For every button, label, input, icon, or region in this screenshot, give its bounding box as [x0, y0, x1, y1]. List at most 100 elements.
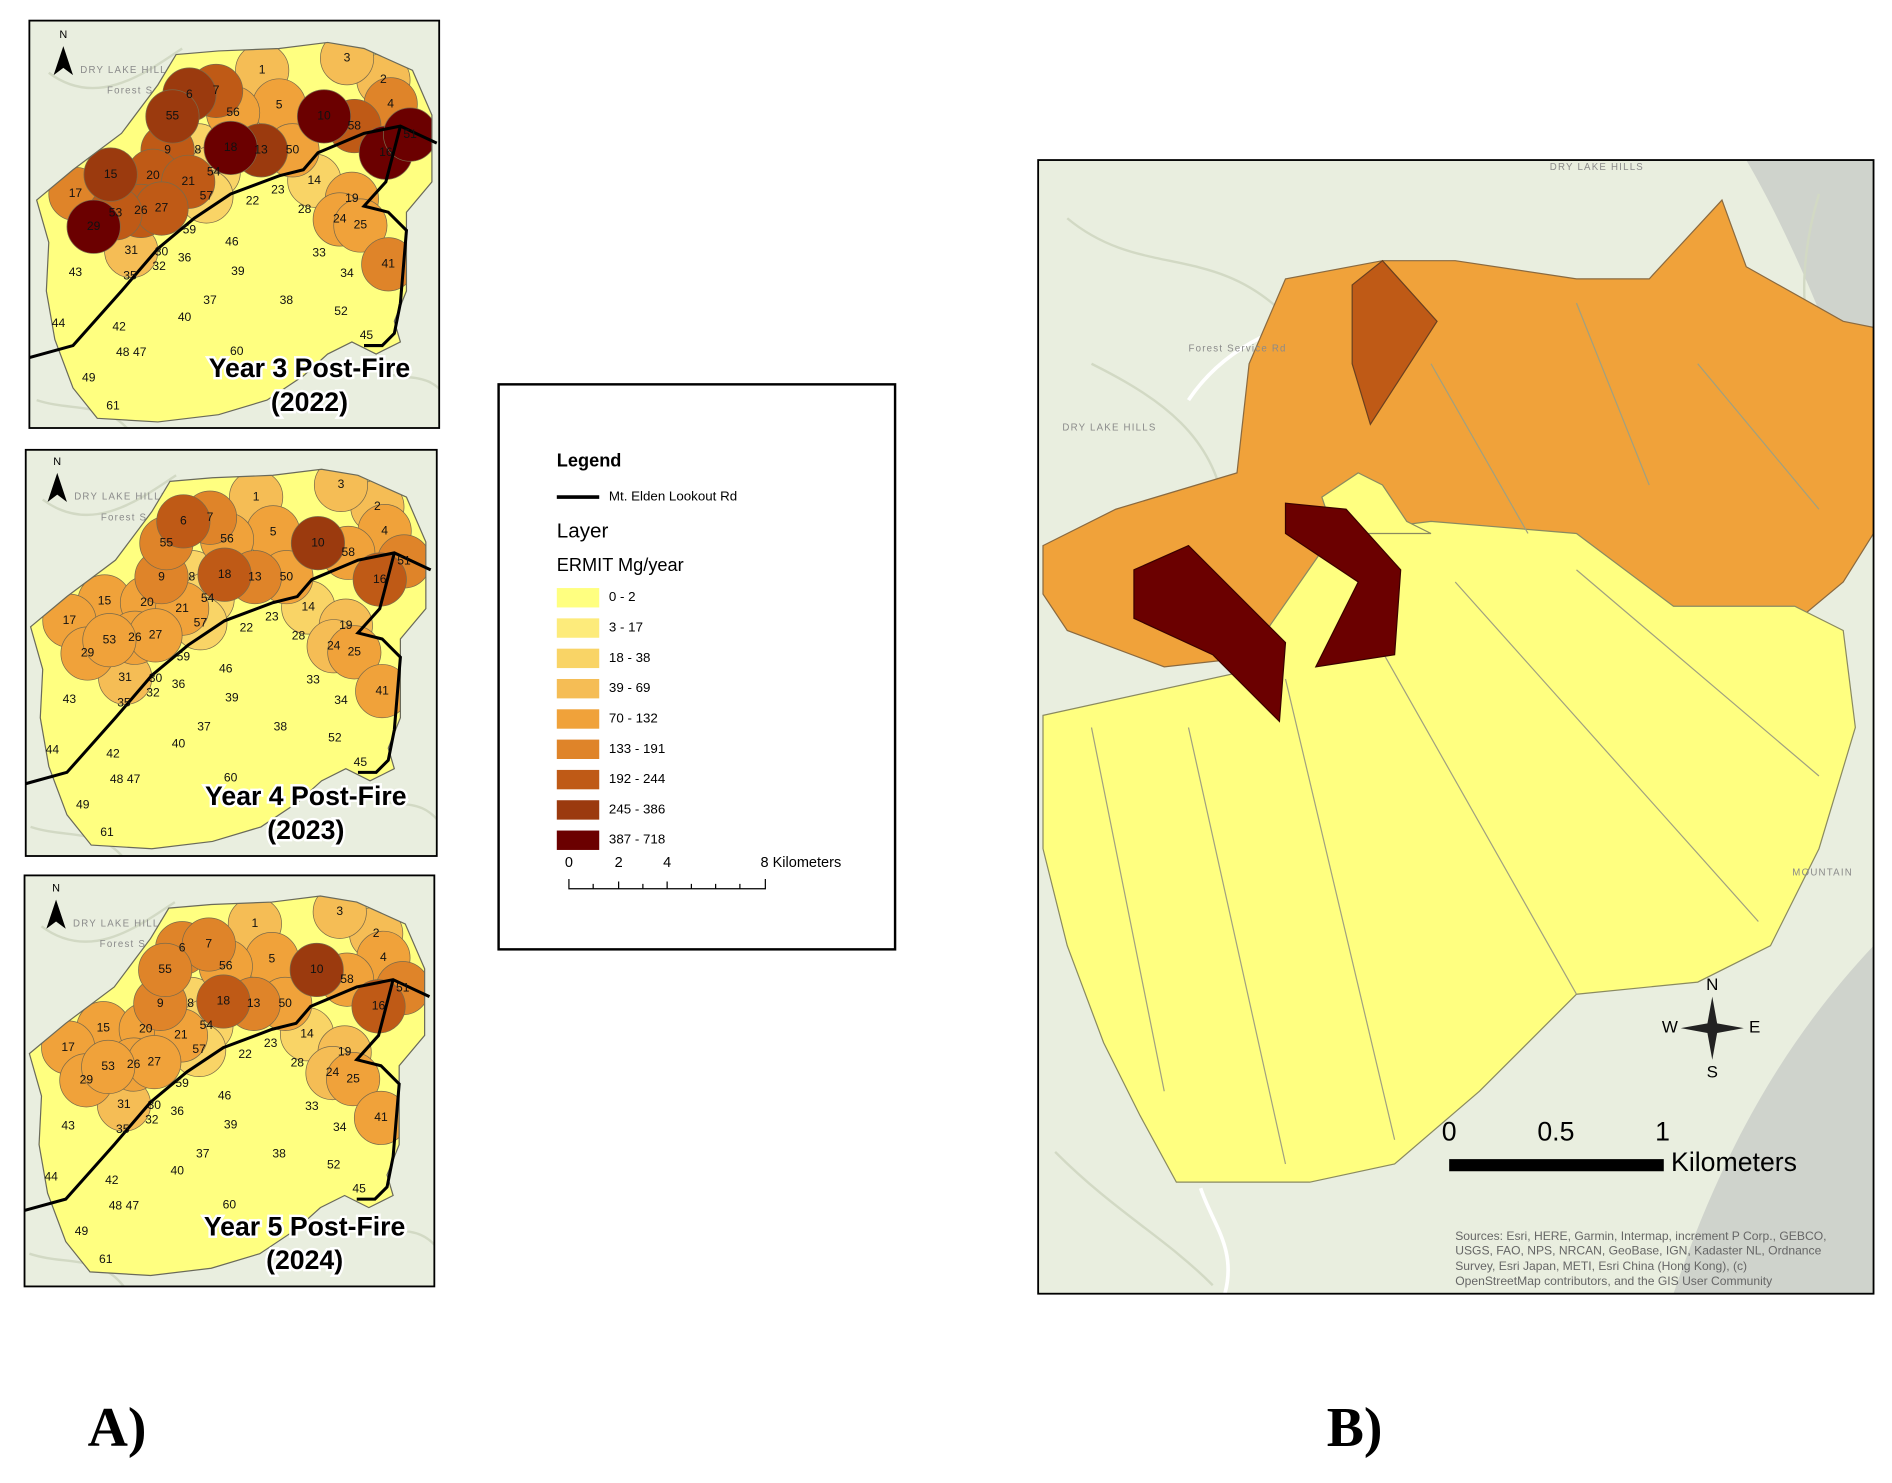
- compass-label: S: [1707, 1063, 1718, 1082]
- subwatershed-label: 61: [99, 1252, 113, 1266]
- subwatershed-label: 18: [217, 994, 231, 1008]
- subwatershed-label: 32: [146, 686, 160, 700]
- subwatershed-label: 22: [240, 620, 254, 634]
- subwatershed-label: 57: [194, 615, 208, 629]
- subwatershed-label: 36: [178, 250, 192, 264]
- subwatershed-label: 21: [174, 1028, 188, 1042]
- subwatershed: [383, 107, 432, 162]
- subwatershed-label: 14: [301, 600, 315, 614]
- subwatershed-label: 33: [306, 672, 320, 686]
- subwatershed-label: 15: [98, 594, 112, 608]
- subwatershed-label: 31: [118, 670, 132, 684]
- subwatershed-label: 32: [152, 259, 166, 273]
- terrain: [1673, 160, 1874, 1294]
- subwatershed-label: 39: [224, 1117, 238, 1131]
- subwatershed-label: 37: [203, 293, 217, 307]
- subwatershed-label: 59: [175, 1076, 189, 1090]
- subwatershed-label: 19: [345, 191, 359, 205]
- legend-swatch: [556, 648, 600, 669]
- legend-swatch: [556, 618, 600, 638]
- attribution: Sources: Esri, HERE, Garmin, Intermap, i…: [1455, 1229, 1826, 1243]
- subwatershed-label: 53: [109, 206, 123, 220]
- subwatershed-label: 45: [352, 1182, 366, 1196]
- subwatershed-label: 56: [226, 105, 240, 119]
- basemap-label: Forest Service Rd: [1188, 344, 1286, 355]
- basemap-label: DRY LAKE HILLS: [74, 492, 168, 503]
- legend-layer: Layer: [557, 520, 609, 543]
- subwatershed-label: 28: [291, 1056, 305, 1070]
- legend-label: 133 - 191: [609, 741, 665, 756]
- subwatershed-label: 26: [127, 1057, 141, 1071]
- subwatershed-label: 54: [207, 164, 221, 178]
- subwatershed: [83, 147, 138, 202]
- subwatershed-label: 19: [338, 1045, 352, 1059]
- subwatershed-label: 59: [183, 223, 197, 237]
- legend-label: 3 - 17: [609, 620, 643, 635]
- subwatershed-label: 40: [171, 1163, 185, 1177]
- panel-label: A): [88, 1397, 147, 1459]
- subwatershed-label: 51: [397, 554, 411, 568]
- legend-label: 192 - 244: [609, 771, 666, 786]
- subwatershed-label: 45: [354, 755, 368, 769]
- watershed-area: [1284, 502, 1402, 668]
- legend-swatch: [556, 588, 600, 608]
- subwatershed-label: 24: [327, 638, 341, 652]
- legend-label: 18 - 38: [609, 650, 651, 665]
- subwatershed-label: 40: [178, 310, 192, 324]
- subwatersheds: [29, 896, 425, 1276]
- subwatershed-label: 34: [334, 693, 348, 707]
- subwatershed-label: 36: [171, 1104, 185, 1118]
- legend-swatch: [556, 709, 600, 729]
- basemap-label: DRY LAKE HILLS: [73, 918, 167, 929]
- subwatershed-label: 48: [109, 1199, 123, 1213]
- subwatershed-label: 6: [180, 514, 187, 528]
- subwatershed-label: 3: [336, 904, 343, 918]
- subwatershed-label: 51: [396, 980, 410, 994]
- subwatershed-label: 35: [116, 1122, 130, 1136]
- basemap-label: DRY LAKE HILLS: [1550, 162, 1644, 173]
- subwatershed-label: 44: [52, 316, 66, 330]
- scale-label: 0: [1442, 1117, 1457, 1147]
- subwatershed: [66, 199, 121, 254]
- map-frame: [24, 448, 438, 857]
- subwatershed-label: 38: [274, 720, 288, 734]
- subwatershed-label: 17: [63, 613, 77, 627]
- subwatershed-label: 31: [124, 243, 138, 257]
- subwatershed-label: 18: [224, 140, 238, 154]
- subwatershed-label: 9: [164, 143, 171, 157]
- panel-label: B): [1327, 1397, 1383, 1459]
- compass-label: W: [1662, 1018, 1678, 1037]
- legend-swatch: [556, 678, 600, 699]
- subwatershed-label: 54: [200, 1018, 214, 1032]
- subwatershed-label: 19: [339, 618, 353, 632]
- subwatershed-label: 9: [158, 569, 165, 583]
- subwatershed-label: 15: [104, 167, 118, 181]
- subwatershed-label: 48: [116, 345, 130, 359]
- subwatershed-label: 35: [123, 269, 137, 283]
- subwatershed-label: 50: [278, 996, 292, 1010]
- subwatershed-label: 58: [348, 118, 362, 132]
- subwatershed: [196, 974, 251, 1029]
- scale-unit: Kilometers: [1671, 1147, 1797, 1177]
- subwatershed-label: 7: [207, 510, 214, 524]
- subwatershed-label: 27: [149, 628, 163, 642]
- legend-label: 245 - 386: [609, 801, 665, 816]
- subwatershed-label: 13: [254, 143, 268, 157]
- subwatershed-label: 28: [298, 202, 312, 216]
- scale-bar: [1449, 1159, 1664, 1172]
- subwatershed-label: 38: [280, 293, 294, 307]
- legend-swatch: [556, 800, 600, 820]
- subwatershed-label: 60: [224, 771, 238, 785]
- subwatershed-label: 43: [61, 1119, 75, 1133]
- legend-scale-bar: [568, 879, 766, 890]
- subwatershed-label: 5: [276, 98, 283, 112]
- subwatershed-label: 20: [140, 595, 154, 609]
- subwatershed: [181, 917, 236, 972]
- scale-label: 0.5: [1537, 1117, 1574, 1147]
- subwatershed-label: 36: [172, 677, 186, 691]
- subwatershed-label: 7: [205, 937, 212, 951]
- subwatershed: [82, 613, 137, 668]
- subwatershed-label: 33: [312, 246, 326, 260]
